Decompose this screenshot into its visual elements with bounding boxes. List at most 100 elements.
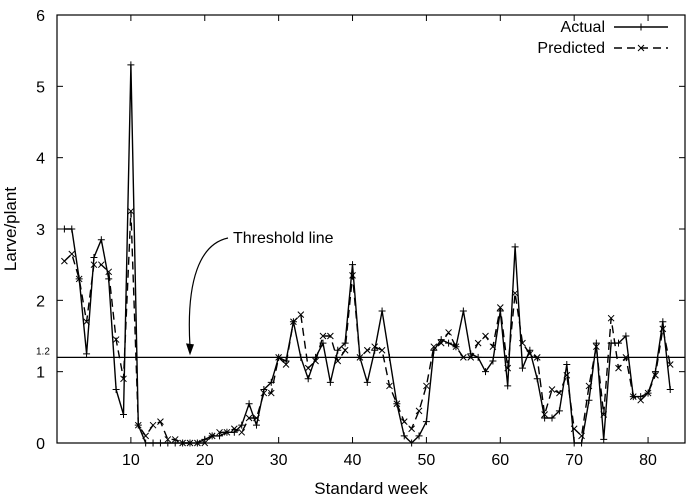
data-point-actual <box>385 353 393 361</box>
data-point-predicted <box>563 371 571 379</box>
legend-cross-mark <box>637 44 645 52</box>
data-point-predicted <box>341 346 349 354</box>
data-point-predicted <box>275 354 283 361</box>
threshold-annotation-arrowhead <box>185 343 194 356</box>
data-point-predicted <box>548 386 556 393</box>
data-point-actual <box>422 418 430 426</box>
data-point-predicted <box>452 343 460 351</box>
data-point-predicted <box>208 432 216 440</box>
data-point-predicted <box>223 428 231 436</box>
data-point-predicted <box>68 250 76 258</box>
data-point-predicted <box>415 407 423 415</box>
data-point-predicted <box>519 339 526 347</box>
data-point-actual <box>83 350 91 358</box>
data-point-predicted <box>282 361 290 368</box>
data-point-actual <box>245 400 253 408</box>
data-point-actual <box>615 339 623 347</box>
legend-marker-predicted <box>637 44 645 52</box>
data-point-actual <box>666 386 674 393</box>
threshold-value-label: 1.2 <box>36 346 50 357</box>
data-point-actual <box>304 375 312 383</box>
data-point-predicted <box>142 432 150 440</box>
data-point-predicted <box>216 428 223 436</box>
data-point-predicted <box>578 432 585 440</box>
data-point-actual <box>548 414 556 422</box>
data-point-predicted <box>511 289 519 297</box>
data-point-actual <box>127 61 135 69</box>
data-point-predicted <box>260 389 268 397</box>
data-point-predicted <box>666 361 674 368</box>
series-line-actual <box>64 64 671 444</box>
data-point-actual <box>637 393 645 401</box>
legend-label-predicted: Predicted <box>537 40 605 57</box>
data-point-predicted <box>105 268 113 276</box>
legend-label-actual: Actual <box>561 19 605 36</box>
data-point-predicted <box>61 257 68 265</box>
data-point-predicted <box>83 318 90 326</box>
data-point-predicted <box>371 343 379 351</box>
data-point-predicted <box>363 346 371 354</box>
data-point-actual <box>555 407 563 415</box>
data-point-predicted <box>120 375 127 383</box>
data-point-actual <box>518 364 526 372</box>
y-tick-label: 1 <box>36 365 45 382</box>
data-point-predicted <box>556 389 563 397</box>
data-point-predicted <box>75 275 83 283</box>
x-tick-label: 50 <box>418 452 436 469</box>
y-tick-label: 3 <box>36 222 45 239</box>
data-point-predicted <box>157 418 164 425</box>
y-tick-label: 4 <box>36 151 45 168</box>
threshold-annotation: Threshold line <box>233 230 334 247</box>
data-point-predicted <box>592 343 600 351</box>
data-point-predicted <box>637 396 645 404</box>
data-point-predicted <box>600 411 608 418</box>
data-point-actual <box>563 361 571 369</box>
data-point-actual <box>119 410 127 418</box>
data-point-predicted <box>134 421 142 429</box>
data-point-actual <box>482 368 490 376</box>
data-point-predicted <box>245 414 253 422</box>
data-point-predicted <box>253 414 260 422</box>
data-point-predicted <box>393 400 401 408</box>
data-point-predicted <box>230 425 238 433</box>
data-point-predicted <box>290 318 297 326</box>
data-point-predicted <box>423 382 430 390</box>
data-point-predicted <box>430 343 438 351</box>
legend: Actual Predicted <box>537 19 668 57</box>
data-point-predicted <box>467 354 475 361</box>
data-point-predicted <box>504 364 512 372</box>
data-point-predicted <box>482 332 489 340</box>
data-point-actual <box>541 414 549 422</box>
data-point-predicted <box>644 389 652 397</box>
data-point-actual <box>349 261 357 269</box>
y-tick-label: 0 <box>36 436 45 453</box>
data-point-actual <box>445 339 453 347</box>
data-point-predicted <box>474 339 482 347</box>
data-point-actual <box>459 307 467 315</box>
legend-plus-mark <box>637 23 645 31</box>
x-tick-label: 80 <box>639 452 657 469</box>
data-point-predicted <box>459 354 467 361</box>
data-point-predicted <box>149 421 157 429</box>
data-point-predicted <box>386 382 393 390</box>
data-point-predicted <box>164 436 172 443</box>
data-point-actual <box>260 386 268 393</box>
data-point-predicted <box>585 382 593 390</box>
data-point-predicted <box>629 393 637 400</box>
data-point-actual <box>415 432 423 440</box>
data-point-actual <box>252 421 260 429</box>
data-point-actual <box>216 432 224 440</box>
y-tick-label: 5 <box>36 79 45 96</box>
data-point-predicted <box>615 364 622 372</box>
data-point-actual <box>97 236 105 244</box>
y-tick-label: 6 <box>36 8 45 25</box>
data-point-predicted <box>541 411 548 418</box>
data-point-actual <box>533 375 541 383</box>
data-point-predicted <box>112 336 120 343</box>
axis-ticks: 10 20 30 40 50 60 70 80 0 1 2 3 4 5 6 <box>36 8 685 469</box>
data-point-actual <box>600 435 608 443</box>
data-point-predicted <box>349 272 356 279</box>
data-point-actual <box>230 428 238 436</box>
data-point-predicted <box>304 364 312 372</box>
data-point-actual <box>659 318 667 326</box>
